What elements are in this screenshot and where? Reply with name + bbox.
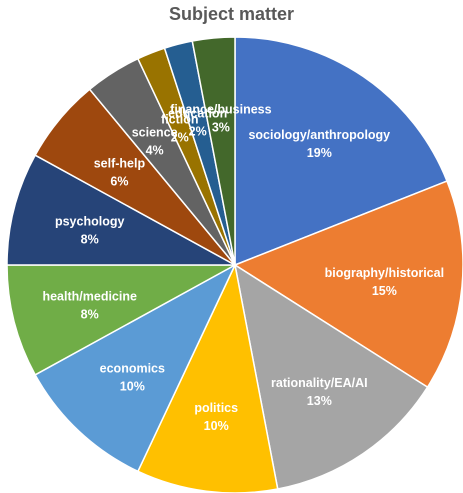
slice-value-label: 10%: [204, 419, 229, 433]
chart-title: Subject matter: [168, 4, 295, 24]
slice-label-9: fiction 2%: [161, 113, 199, 145]
slice-value-label: 10%: [120, 379, 145, 393]
slice-value-label: 4%: [146, 143, 164, 157]
pie-slice-6: [6, 154, 236, 266]
slice-value-label: 13%: [307, 394, 332, 408]
slice-label-1: biography/historical 15%: [325, 266, 444, 298]
slice-category-label: self-help: [94, 156, 146, 170]
slice-value-label: 2%: [171, 131, 189, 145]
pie-slice-11: [191, 36, 236, 266]
slice-category-label: politics: [194, 401, 238, 415]
slice-value-label: 3%: [212, 121, 230, 135]
slice-label-4: economics 10%: [100, 361, 165, 393]
slice-category-label: fiction: [161, 113, 199, 127]
slice-value-label: 15%: [372, 284, 397, 298]
slice-label-7: self-help 6%: [94, 156, 146, 188]
slice-label-2: rationality/EA/AI 13%: [271, 376, 368, 408]
slice-value-label: 8%: [81, 233, 99, 247]
pie-slice-0: [234, 36, 448, 267]
slice-category-label: rationality/EA/AI: [271, 376, 368, 390]
slice-value-label: 8%: [81, 307, 99, 321]
slice-category-label: sociology/anthropology: [248, 128, 390, 142]
pie-slice-2: [233, 263, 429, 490]
slice-value-label: 19%: [307, 146, 332, 160]
slice-label-5: health/medicine 8%: [42, 289, 137, 321]
slice-category-label: economics: [100, 361, 165, 375]
slice-category-label: psychology: [55, 215, 125, 229]
slice-category-label: science: [132, 125, 178, 139]
slice-label-6: psychology 8%: [55, 215, 125, 247]
slice-value-label: 6%: [110, 174, 128, 188]
slice-label-8: science 4%: [132, 125, 178, 157]
slice-label-3: politics 10%: [194, 401, 238, 433]
pie-slice-5: [6, 264, 236, 376]
pie-slice-4: [34, 263, 237, 473]
pie-slice-1: [233, 180, 463, 389]
pie-slice-3: [136, 262, 279, 493]
slice-category-label: biography/historical: [325, 266, 444, 280]
slice-category-label: health/medicine: [42, 289, 137, 303]
slice-value-label: 2%: [189, 125, 207, 139]
slice-category-label: finance/business: [170, 103, 271, 117]
slice-label-0: sociology/anthropology 19%: [248, 128, 390, 160]
slice-category-label: education: [168, 107, 227, 121]
slice-label-11: finance/business 3%: [170, 103, 271, 135]
slice-label-10: education 2%: [168, 107, 227, 139]
